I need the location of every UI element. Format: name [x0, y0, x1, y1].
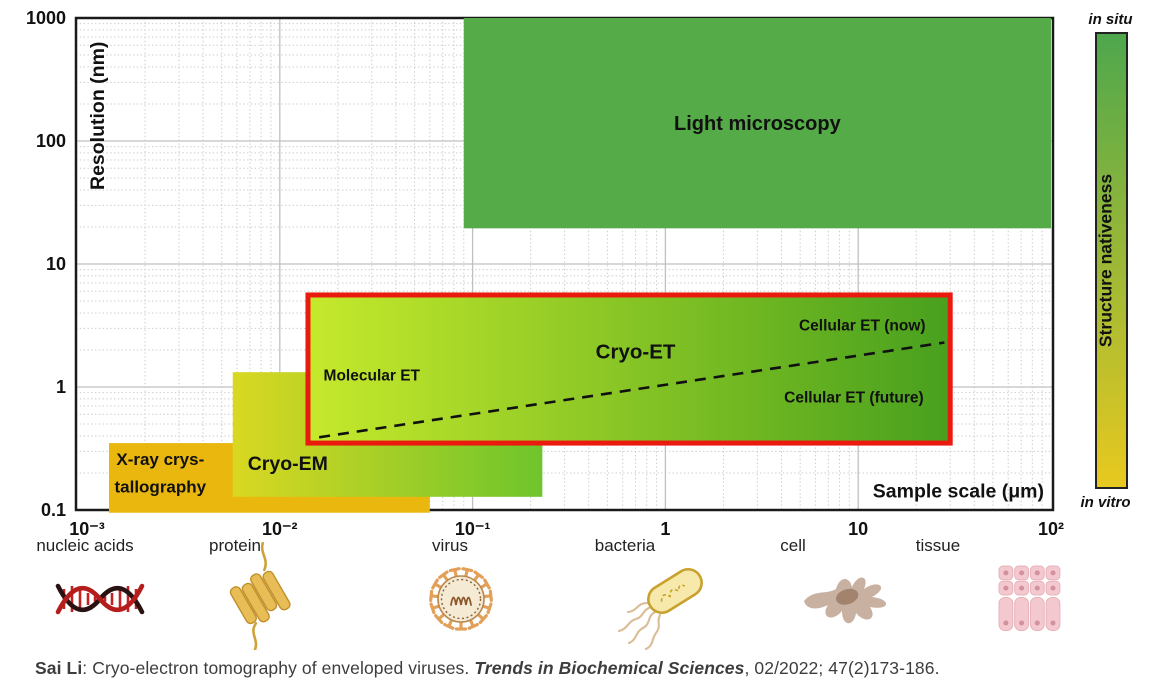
annotation-sample-scale-m-: Sample scale (μm) — [873, 481, 1044, 503]
citation-part: , 02/2022; 47(2)173-186. — [744, 658, 940, 678]
colorbar-bottom-label: in vitro — [1080, 494, 1130, 511]
colorbar-title: Structure nativeness — [1096, 174, 1116, 347]
category-label-virus: virus — [432, 536, 468, 555]
cryo-et-dashed-divider — [318, 341, 945, 439]
x-tick-label: 10 — [848, 519, 868, 539]
tissue-icon — [998, 565, 1061, 631]
y-tick-label: 1000 — [26, 8, 66, 28]
citation-part: Sai Li — [35, 658, 83, 678]
region-cryo-et — [305, 292, 953, 446]
dna-icon — [55, 583, 145, 615]
category-label-protein: protein — [209, 536, 261, 555]
bacteria-icon — [617, 567, 703, 651]
citation-part: Trends in Biochemical Sciences — [474, 658, 745, 678]
x-tick-label: 10⁻¹ — [455, 519, 491, 539]
y-axis-title: Resolution (nm) — [87, 42, 109, 190]
citation-part: : Cryo-electron tomography of enveloped … — [82, 658, 475, 678]
annotation-cryo-em: Cryo-EM — [248, 453, 328, 475]
x-tick-label: 10⁻³ — [69, 519, 105, 539]
x-tick-label: 10⁻² — [262, 519, 298, 539]
resolution-vs-scale-chart: Light microscopy Cryo-ET Molecular ET Cellu… — [26, 8, 1133, 654]
annotation-light-microscopy: Light microscopy — [674, 113, 842, 135]
y-tick-label: 10 — [46, 254, 66, 274]
y-tick-label: 0.1 — [41, 500, 66, 520]
annotation-cryo-et: Cryo-ET — [596, 341, 676, 364]
y-tick-label: 100 — [36, 131, 66, 151]
citation: Sai Li: Cryo-electron tomography of enve… — [35, 658, 940, 679]
annotation-cellular-et-future-: Cellular ET (future) — [784, 389, 924, 406]
category-label-cell: cell — [780, 536, 806, 555]
x-tick-label: 10² — [1038, 519, 1064, 539]
nativeness-colorbar — [1095, 32, 1128, 489]
annotation-cellular-et-now-: Cellular ET (now) — [799, 317, 926, 334]
category-label-bacteria: bacteria — [595, 536, 656, 555]
cell-icon — [804, 577, 887, 624]
category-label-tissue: tissue — [916, 536, 960, 555]
annotation-x-ray-crys-: X-ray crys- — [116, 450, 204, 469]
annotation-molecular-et: Molecular ET — [324, 368, 421, 385]
category-label-nucleic-acids: nucleic acids — [36, 536, 133, 555]
y-tick-label: 1 — [56, 377, 66, 397]
colorbar-top-label: in situ — [1088, 11, 1132, 28]
virus-icon — [429, 567, 493, 631]
region-light-microscopy — [463, 18, 1051, 229]
annotation-tallography: tallography — [114, 478, 206, 497]
x-tick-label: 1 — [660, 519, 670, 539]
protein-icon — [229, 541, 291, 654]
